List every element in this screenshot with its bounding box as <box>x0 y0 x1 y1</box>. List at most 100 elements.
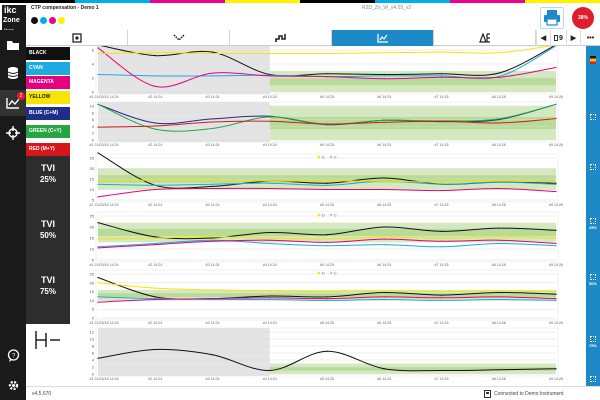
data-point <box>498 187 500 190</box>
data-point <box>383 291 385 294</box>
data-point <box>154 298 156 300</box>
data-point <box>555 117 557 120</box>
legend-item-magenta[interactable]: MAGENTA <box>26 76 70 89</box>
strip-segment <box>450 0 525 3</box>
legend-item-blue-c-m[interactable]: BLUE (C+M) <box>26 107 70 120</box>
right-sidebar-item[interactable] <box>586 56 600 65</box>
data-point <box>555 237 557 239</box>
data-point <box>440 291 443 293</box>
right-sidebar: 25% 50% 75% <box>586 46 600 386</box>
data-point <box>498 236 500 238</box>
legend-item-green-c-y[interactable]: GREEN (C+Y) <box>26 125 70 138</box>
grid-icon <box>590 376 596 382</box>
data-point <box>326 52 328 55</box>
connection-status: Connected to Demo Instrument <box>494 391 564 397</box>
data-point <box>211 183 214 185</box>
y-tick-label: 25 <box>90 272 95 277</box>
x-tick-label: #7 14:25 <box>435 377 449 381</box>
legend-item-cyan[interactable]: CYAN <box>26 61 70 75</box>
chart-panel-5: 25 20 15 10 5 0#1 21/03/18 14:24 #2 14:24 #3 14… <box>90 269 563 325</box>
data-point <box>154 237 156 239</box>
x-tick-label: #3 14:24 <box>206 95 220 99</box>
plate-icon <box>35 331 60 349</box>
data-point <box>97 296 99 298</box>
chart-icon[interactable]: 2 <box>0 90 26 116</box>
x-tick-label: #1 21/03/18 14:24 <box>90 203 119 207</box>
strip-segment <box>525 0 600 3</box>
x-tick-label: #4 14:24 <box>263 95 277 99</box>
tab-target[interactable] <box>26 30 128 46</box>
data-point <box>269 369 271 372</box>
legend-marker <box>329 155 333 159</box>
data-point <box>97 52 99 55</box>
data-point <box>326 180 328 182</box>
tab-dots[interactable] <box>128 30 230 46</box>
x-tick-label: #8 14:26 <box>492 321 506 325</box>
data-point <box>211 298 214 300</box>
y-tick-label: 20 <box>90 225 95 230</box>
dots-icon <box>172 34 185 42</box>
right-sidebar-item[interactable]: 75% <box>586 336 600 348</box>
legend-label: C <box>334 213 337 217</box>
legend-label: C <box>334 155 337 159</box>
data-point <box>498 242 500 245</box>
data-point <box>97 282 99 284</box>
data-point <box>269 116 271 118</box>
data-point <box>269 297 271 299</box>
logo-top: ikc <box>4 5 17 15</box>
x-tick-label: #9 14:26 <box>549 203 563 207</box>
data-point <box>383 119 385 121</box>
x-tick-label: #9 14:26 <box>549 95 563 99</box>
folder-icon[interactable] <box>0 32 26 58</box>
database-icon[interactable] <box>0 60 26 86</box>
crosshair-icon[interactable] <box>0 120 26 146</box>
legend-item-red-m-y[interactable]: RED (M+Y) <box>26 143 70 156</box>
toolbar: ◀ 9 ▶ ••• <box>26 30 600 46</box>
right-sidebar-item[interactable]: 50% <box>586 274 600 286</box>
next-page-button[interactable]: ▶ <box>566 30 580 46</box>
chart-panel-6: 12 10 8 6 4 2 0#1 21/03/18 14:24 #2 14:24 #3 14:… <box>90 327 563 381</box>
right-sidebar-label: 25% <box>588 225 597 230</box>
x-tick-label: #5 14:25 <box>320 203 334 207</box>
data-point <box>440 189 443 192</box>
data-point <box>154 296 156 298</box>
data-point <box>269 120 271 122</box>
data-point <box>97 152 99 154</box>
grid-icon <box>590 164 596 170</box>
y-tick-label: 4 <box>92 358 95 363</box>
prev-page-button[interactable]: ◀ <box>536 30 550 46</box>
print-button[interactable] <box>540 7 564 29</box>
x-tick-label: #4 14:24 <box>263 263 277 267</box>
tab-delta-e[interactable] <box>434 30 536 46</box>
data-point <box>269 75 271 77</box>
progress-badge[interactable]: 38% <box>572 7 594 29</box>
tab-steps[interactable] <box>230 30 332 46</box>
data-point <box>326 298 328 300</box>
y-tick-label: 4 <box>92 124 95 129</box>
tab-line-chart[interactable] <box>332 30 434 46</box>
more-button[interactable]: ••• <box>580 30 600 46</box>
right-sidebar-item[interactable] <box>586 164 600 171</box>
data-point <box>269 180 271 182</box>
y-tick-label: 8 <box>92 110 95 115</box>
right-sidebar-item[interactable] <box>586 114 600 121</box>
tolerance-core <box>98 228 556 237</box>
x-tick-label: #9 14:26 <box>549 263 563 267</box>
y-tick-label: 2 <box>92 365 95 370</box>
data-point <box>211 298 214 301</box>
data-point <box>211 185 214 187</box>
gear-icon[interactable] <box>0 372 26 398</box>
delta-e-icon <box>478 33 490 43</box>
y-tick-label: 10 <box>90 104 95 109</box>
x-tick-label: #7 14:25 <box>435 95 449 99</box>
data-point <box>97 301 99 303</box>
chat-icon[interactable]: ? <box>0 342 26 368</box>
x-tick-label: #2 14:24 <box>148 263 162 267</box>
right-sidebar-item[interactable] <box>586 376 600 383</box>
right-sidebar-item[interactable]: 25% <box>586 218 600 230</box>
legend-item-black[interactable]: BLACK <box>26 47 70 60</box>
data-point <box>440 297 443 299</box>
legend-item-yellow[interactable]: YELLOW <box>26 90 70 104</box>
x-tick-label: #3 14:24 <box>206 203 220 207</box>
x-tick-label: #1 21/03/18 14:24 <box>90 263 119 267</box>
